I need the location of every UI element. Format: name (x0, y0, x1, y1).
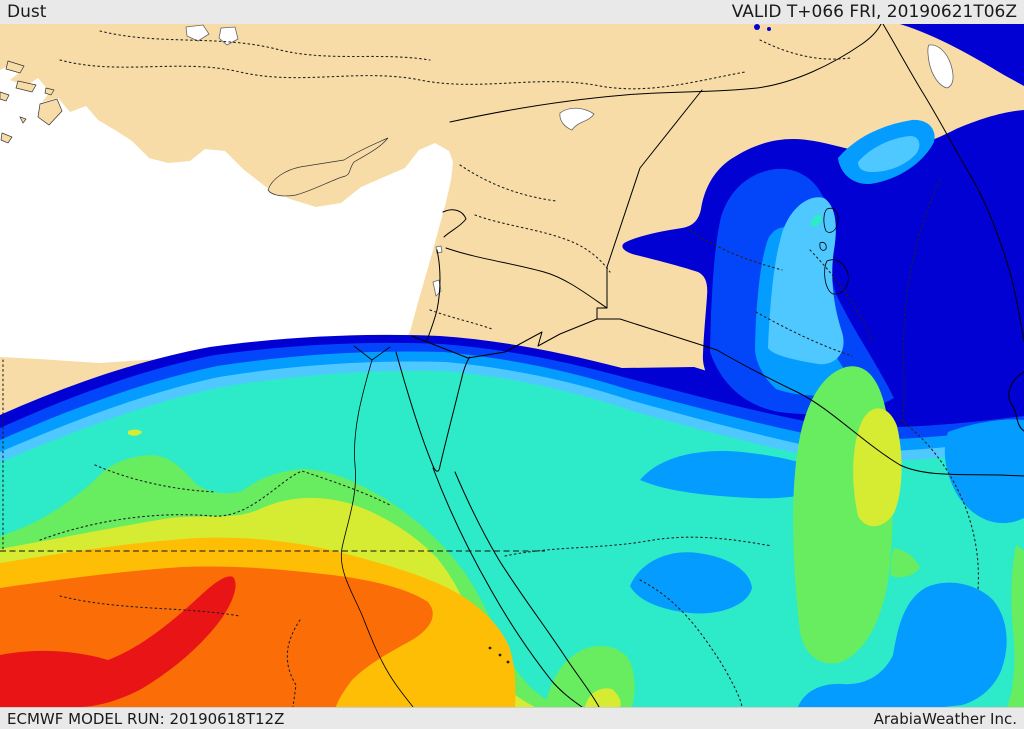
model-run-label: ECMWF MODEL RUN: 20190618T12Z (7, 709, 285, 728)
dead-sea (432, 279, 442, 297)
brand-label: ArabiaWeather Inc. (873, 709, 1017, 728)
rivers (340, 345, 414, 707)
border-iraq-saudi (716, 349, 1024, 477)
border-iran (882, 24, 1024, 342)
red-sea-islets (488, 646, 510, 664)
footer-bar: ECMWF MODEL RUN: 20190618T12Z ArabiaWeat… (0, 707, 1024, 729)
country-borders (395, 24, 1024, 707)
iraq-lake-outlines (819, 207, 849, 295)
border-syria-iraq (596, 89, 718, 351)
lakes (185, 24, 954, 297)
red-sea-west-coast (432, 467, 583, 707)
turkish-lake-1 (185, 24, 210, 42)
valid-time-label: VALID T+066 FRI, 20190621T06Z (731, 2, 1017, 22)
sea-of-galilee (435, 245, 443, 254)
red-sea-east-coast (454, 471, 600, 707)
nile-delta-lines (353, 345, 391, 361)
dashed-borders (0, 359, 545, 552)
border-israel-jordan (426, 249, 441, 341)
border-lebanon (442, 209, 467, 238)
border-jordan-saudi (467, 318, 598, 359)
header-bar: Dust VALID T+066 FRI, 20190621T06Z (0, 0, 1024, 24)
cyprus-island (267, 137, 389, 197)
dust-level-10 (0, 576, 236, 707)
border-israel-egypt (411, 335, 469, 359)
sea-region (0, 64, 453, 363)
dust-level-3-patches (630, 419, 1024, 707)
aegean-islands (0, 60, 63, 144)
sinai-gulfs-coast (395, 351, 471, 472)
dust-forecast-map (0, 24, 1024, 707)
border-syria-jordan (445, 247, 608, 309)
turkish-lake-2 (218, 26, 239, 46)
border-turkey-syria (449, 24, 882, 123)
lake-urmia (927, 44, 954, 89)
lake-van (559, 107, 595, 131)
product-title: Dust (7, 2, 47, 22)
admin-boundaries (39, 30, 979, 707)
nile-river (340, 359, 414, 707)
persian-gulf-coast (1008, 371, 1024, 432)
